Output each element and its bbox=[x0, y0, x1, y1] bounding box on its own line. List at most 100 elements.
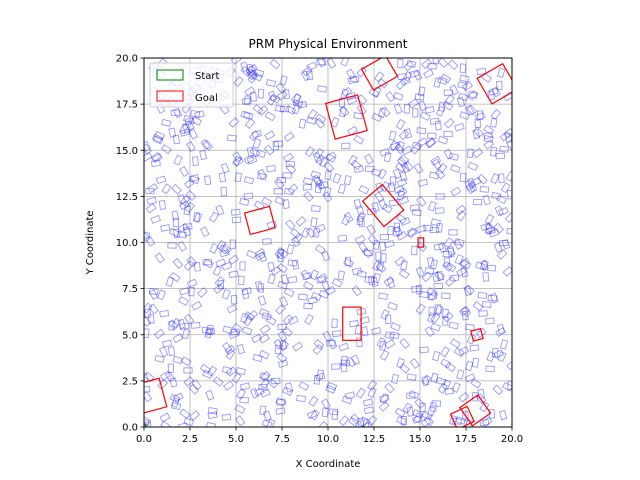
obstacle bbox=[490, 117, 498, 128]
obstacle bbox=[466, 148, 474, 159]
obstacle bbox=[306, 61, 318, 71]
obstacle bbox=[170, 397, 180, 408]
obstacle bbox=[301, 66, 313, 77]
obstacle bbox=[403, 160, 414, 172]
obstacle bbox=[415, 284, 423, 295]
obstacle bbox=[437, 135, 449, 145]
obstacle bbox=[202, 259, 212, 266]
obstacle bbox=[147, 314, 155, 324]
obstacle bbox=[400, 260, 408, 271]
obstacle bbox=[325, 151, 337, 162]
obstacle bbox=[240, 110, 251, 120]
obstacle bbox=[270, 265, 282, 276]
obstacle bbox=[246, 146, 255, 158]
obstacle bbox=[367, 234, 379, 246]
obstacle bbox=[172, 333, 184, 344]
obstacle bbox=[494, 205, 504, 217]
obstacle bbox=[316, 58, 326, 66]
obstacle bbox=[207, 411, 218, 420]
obstacle bbox=[191, 379, 202, 391]
obstacle bbox=[278, 296, 289, 308]
obstacle bbox=[169, 393, 181, 403]
obstacle bbox=[434, 120, 442, 131]
obstacle bbox=[419, 111, 431, 121]
obstacle bbox=[191, 156, 199, 166]
obstacle bbox=[292, 341, 304, 352]
obstacle bbox=[348, 416, 360, 427]
obstacle bbox=[199, 149, 208, 161]
obstacle bbox=[432, 350, 441, 362]
obstacle bbox=[471, 357, 480, 368]
obstacle bbox=[371, 112, 383, 123]
obstacle bbox=[427, 290, 439, 302]
obstacle bbox=[464, 373, 476, 383]
obstacle bbox=[212, 376, 224, 387]
obstacle bbox=[229, 239, 236, 249]
obstacle bbox=[393, 222, 401, 232]
obstacle bbox=[474, 112, 486, 122]
obstacle bbox=[272, 140, 280, 151]
obstacle bbox=[435, 207, 445, 214]
obstacle bbox=[380, 253, 387, 263]
obstacle bbox=[314, 372, 326, 382]
large-obstacle bbox=[361, 183, 405, 228]
obstacle bbox=[193, 212, 203, 223]
obstacle bbox=[351, 267, 363, 276]
obstacle bbox=[454, 238, 465, 247]
obstacle bbox=[144, 391, 153, 403]
obstacle bbox=[375, 182, 384, 193]
large-obstacle bbox=[324, 94, 368, 140]
obstacle bbox=[488, 87, 499, 96]
obstacle bbox=[161, 183, 172, 195]
obstacle bbox=[287, 183, 299, 195]
obstacle bbox=[252, 353, 263, 363]
obstacle bbox=[302, 183, 313, 191]
obstacle bbox=[489, 146, 498, 157]
obstacle bbox=[445, 262, 457, 273]
obstacle bbox=[269, 93, 281, 104]
obstacle bbox=[444, 94, 455, 106]
obstacle bbox=[394, 256, 406, 267]
obstacle bbox=[482, 272, 490, 282]
obstacle bbox=[338, 415, 350, 427]
obstacle bbox=[421, 374, 432, 386]
obstacle bbox=[443, 89, 454, 96]
obstacle bbox=[302, 280, 314, 291]
obstacle bbox=[413, 163, 424, 174]
obstacle bbox=[351, 285, 362, 297]
obstacle bbox=[144, 328, 150, 339]
large-obstacles bbox=[144, 58, 512, 427]
obstacle bbox=[455, 416, 466, 425]
x-tick-label: 5.0 bbox=[228, 434, 244, 445]
obstacle bbox=[172, 217, 180, 228]
obstacle bbox=[243, 176, 255, 185]
obstacle bbox=[267, 261, 276, 273]
obstacle bbox=[343, 175, 352, 186]
obstacle bbox=[248, 130, 260, 142]
obstacle bbox=[397, 73, 408, 81]
obstacle bbox=[218, 243, 230, 255]
obstacle bbox=[205, 327, 216, 336]
obstacle bbox=[281, 326, 293, 337]
obstacle bbox=[179, 408, 191, 419]
obstacle bbox=[321, 250, 331, 262]
obstacle bbox=[179, 322, 190, 330]
x-axis-label: X Coordinate bbox=[296, 459, 361, 470]
obstacle bbox=[466, 104, 478, 116]
obstacle bbox=[173, 154, 183, 166]
obstacle bbox=[161, 339, 173, 348]
obstacle bbox=[366, 208, 377, 216]
obstacle bbox=[394, 143, 405, 155]
obstacle bbox=[500, 182, 511, 194]
obstacle bbox=[413, 412, 424, 424]
obstacle bbox=[472, 128, 481, 140]
obstacle bbox=[462, 411, 469, 421]
obstacle bbox=[480, 222, 491, 232]
obstacle bbox=[398, 129, 410, 141]
obstacle bbox=[319, 156, 329, 168]
obstacle bbox=[385, 91, 396, 103]
obstacle bbox=[430, 155, 442, 166]
obstacle bbox=[464, 418, 474, 427]
obstacle bbox=[459, 305, 471, 317]
